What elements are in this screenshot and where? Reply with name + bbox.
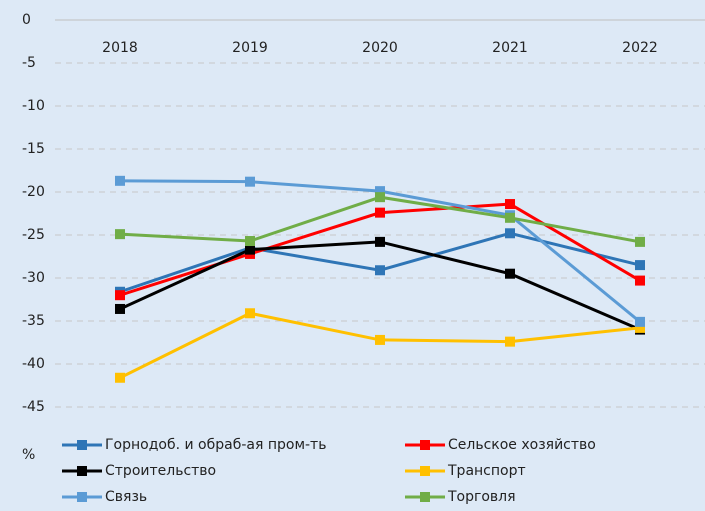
y-tick-label: -25 [22,227,45,243]
x-tick-label: 2018 [102,40,138,56]
data-point [505,268,515,279]
data-point [635,316,645,327]
legend-label: Горнодоб. и обраб-ая пром-ть [105,437,326,453]
legend-marker [420,440,430,450]
legend-label: Связь [105,489,147,505]
data-point [115,175,125,186]
legend-label: Торговля [447,489,516,505]
legend-marker [420,466,430,476]
legend-label: Строительство [105,463,216,479]
data-point [375,207,385,218]
data-point [505,336,515,347]
data-point [635,322,645,333]
legend-marker [77,492,87,502]
x-tick-label: 2021 [492,40,528,56]
data-point [115,372,125,383]
data-point [115,229,125,240]
data-point [245,244,255,255]
data-point [375,186,385,197]
x-tick-label: 2020 [362,40,398,56]
legend-marker [420,492,430,502]
data-point [115,303,125,314]
data-point [245,236,255,247]
y-tick-label: -40 [22,356,45,372]
y-tick-label: -20 [22,184,45,200]
y-tick-label: -5 [22,55,36,71]
legend-label: Сельское хозяйство [448,437,596,453]
data-point [505,228,515,239]
data-point [505,212,515,223]
data-point [635,275,645,286]
y-tick-label: 0 [22,12,31,28]
data-point [245,176,255,187]
data-point [115,290,125,301]
data-point [375,334,385,345]
data-point [635,260,645,271]
x-tick-label: 2022 [622,40,658,56]
y-tick-label: -15 [22,141,45,157]
unit-label: % [22,447,35,463]
y-tick-label: -45 [22,399,45,415]
y-tick-label: -35 [22,313,45,329]
data-point [245,308,255,319]
data-point [505,199,515,210]
y-tick-label: -10 [22,98,45,114]
data-point [375,265,385,276]
data-point [635,236,645,247]
x-tick-label: 2019 [232,40,268,56]
legend-marker [77,440,87,450]
legend-marker [77,466,87,476]
data-point [375,192,385,203]
data-point [375,236,385,247]
y-tick-label: -30 [22,270,45,286]
legend-label: Транспорт [447,463,526,479]
